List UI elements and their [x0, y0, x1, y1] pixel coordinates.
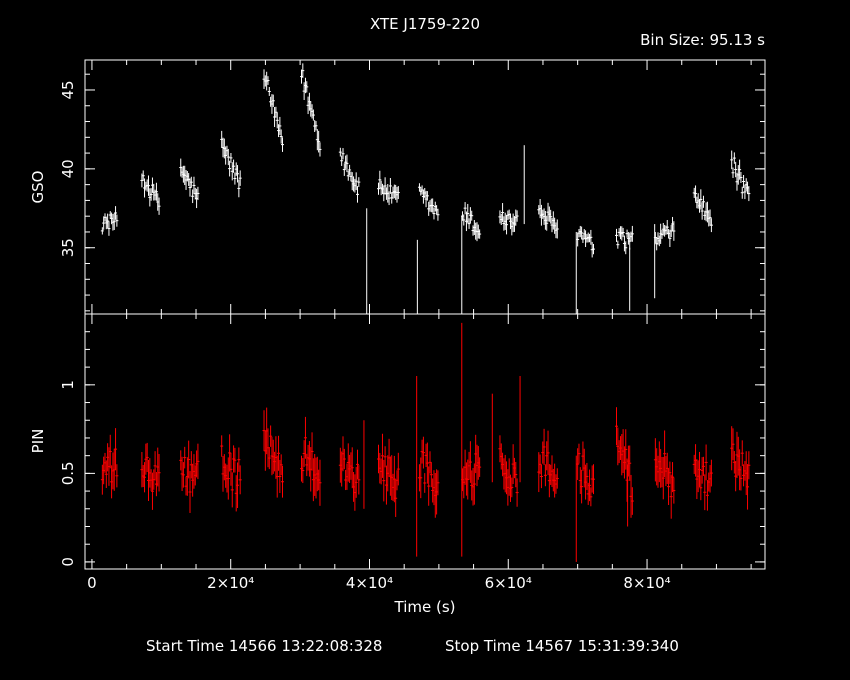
pin-panel: 0 0.5 1 0 2×10⁴ 4×10⁴ 6×10⁴ 8×10⁴ PIN Time (s) — [29, 313, 766, 616]
gso-y-tick-label: 40 — [59, 159, 77, 178]
gso-y-tick-label: 35 — [59, 238, 77, 257]
gso-panel: 35 40 45 GSO — [29, 59, 766, 315]
x-axis-label: Time (s) — [394, 598, 456, 616]
gso-y-axis-label: GSO — [29, 171, 47, 204]
gso-data-points — [100, 63, 751, 314]
x-tick-label: 4×10⁴ — [346, 574, 393, 592]
start-time-label: Start Time 14566 13:22:08:328 — [146, 637, 382, 655]
x-tick-label: 6×10⁴ — [485, 574, 532, 592]
pin-y-axis-label: PIN — [29, 429, 47, 454]
bin-size-label: Bin Size: 95.13 s — [640, 31, 765, 49]
pin-y-tick-label: 0.5 — [59, 461, 77, 485]
chart-title: XTE J1759-220 — [370, 15, 480, 33]
x-tick-label: 8×10⁴ — [623, 574, 670, 592]
pin-plot-frame — [84, 313, 766, 570]
gso-y-tick-label: 45 — [59, 80, 77, 99]
stop-time-label: Stop Time 14567 15:31:39:340 — [445, 637, 679, 655]
x-tick-label: 0 — [87, 574, 97, 592]
pin-data-points — [100, 322, 751, 562]
pin-y-tick-label: 0 — [59, 557, 77, 567]
x-tick-label: 2×10⁴ — [207, 574, 254, 592]
gso-axis-ticks: 35 40 45 — [59, 60, 765, 314]
pin-axis-ticks: 0 0.5 1 0 2×10⁴ 4×10⁴ 6×10⁴ 8×10⁴ — [59, 313, 765, 592]
pin-y-tick-label: 1 — [59, 380, 77, 390]
